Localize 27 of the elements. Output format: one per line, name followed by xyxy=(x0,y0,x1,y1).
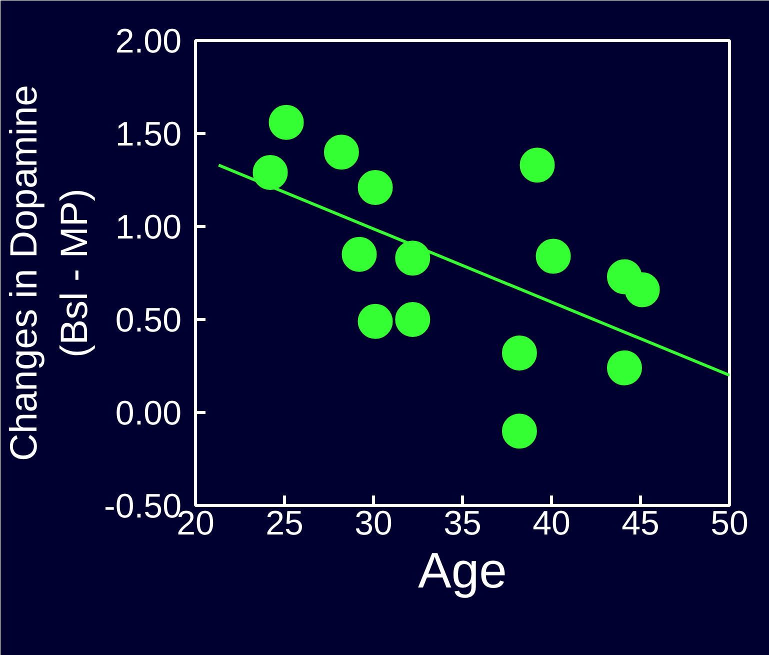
point xyxy=(358,170,393,205)
point xyxy=(536,238,571,274)
x-axis-title: Age xyxy=(418,542,507,598)
point xyxy=(358,304,393,339)
point xyxy=(395,240,430,276)
y-tick-label: 0.50 xyxy=(115,302,182,340)
x-tick-label: 25 xyxy=(266,504,304,542)
point xyxy=(502,336,537,370)
y-tick-label: 0.00 xyxy=(115,394,182,432)
x-tick-label: 50 xyxy=(710,504,748,542)
x-tick-label: 40 xyxy=(532,504,570,542)
y-tick-label: 1.00 xyxy=(115,208,182,246)
y-tick-label: 1.50 xyxy=(115,116,182,154)
x-tick-label: 30 xyxy=(354,504,392,542)
x-tick-label: 35 xyxy=(444,504,482,542)
point xyxy=(520,148,555,183)
point xyxy=(606,350,642,386)
point xyxy=(502,414,537,449)
point xyxy=(324,134,359,170)
point xyxy=(252,155,288,190)
point xyxy=(395,302,430,337)
point xyxy=(342,236,377,272)
point xyxy=(268,104,304,140)
y-tick-label: 2.00 xyxy=(115,22,182,60)
y-axis-title: Changes in Dopamine (Bsl - MP) xyxy=(4,84,96,462)
x-tick-label: 45 xyxy=(622,504,660,542)
point xyxy=(624,272,660,308)
